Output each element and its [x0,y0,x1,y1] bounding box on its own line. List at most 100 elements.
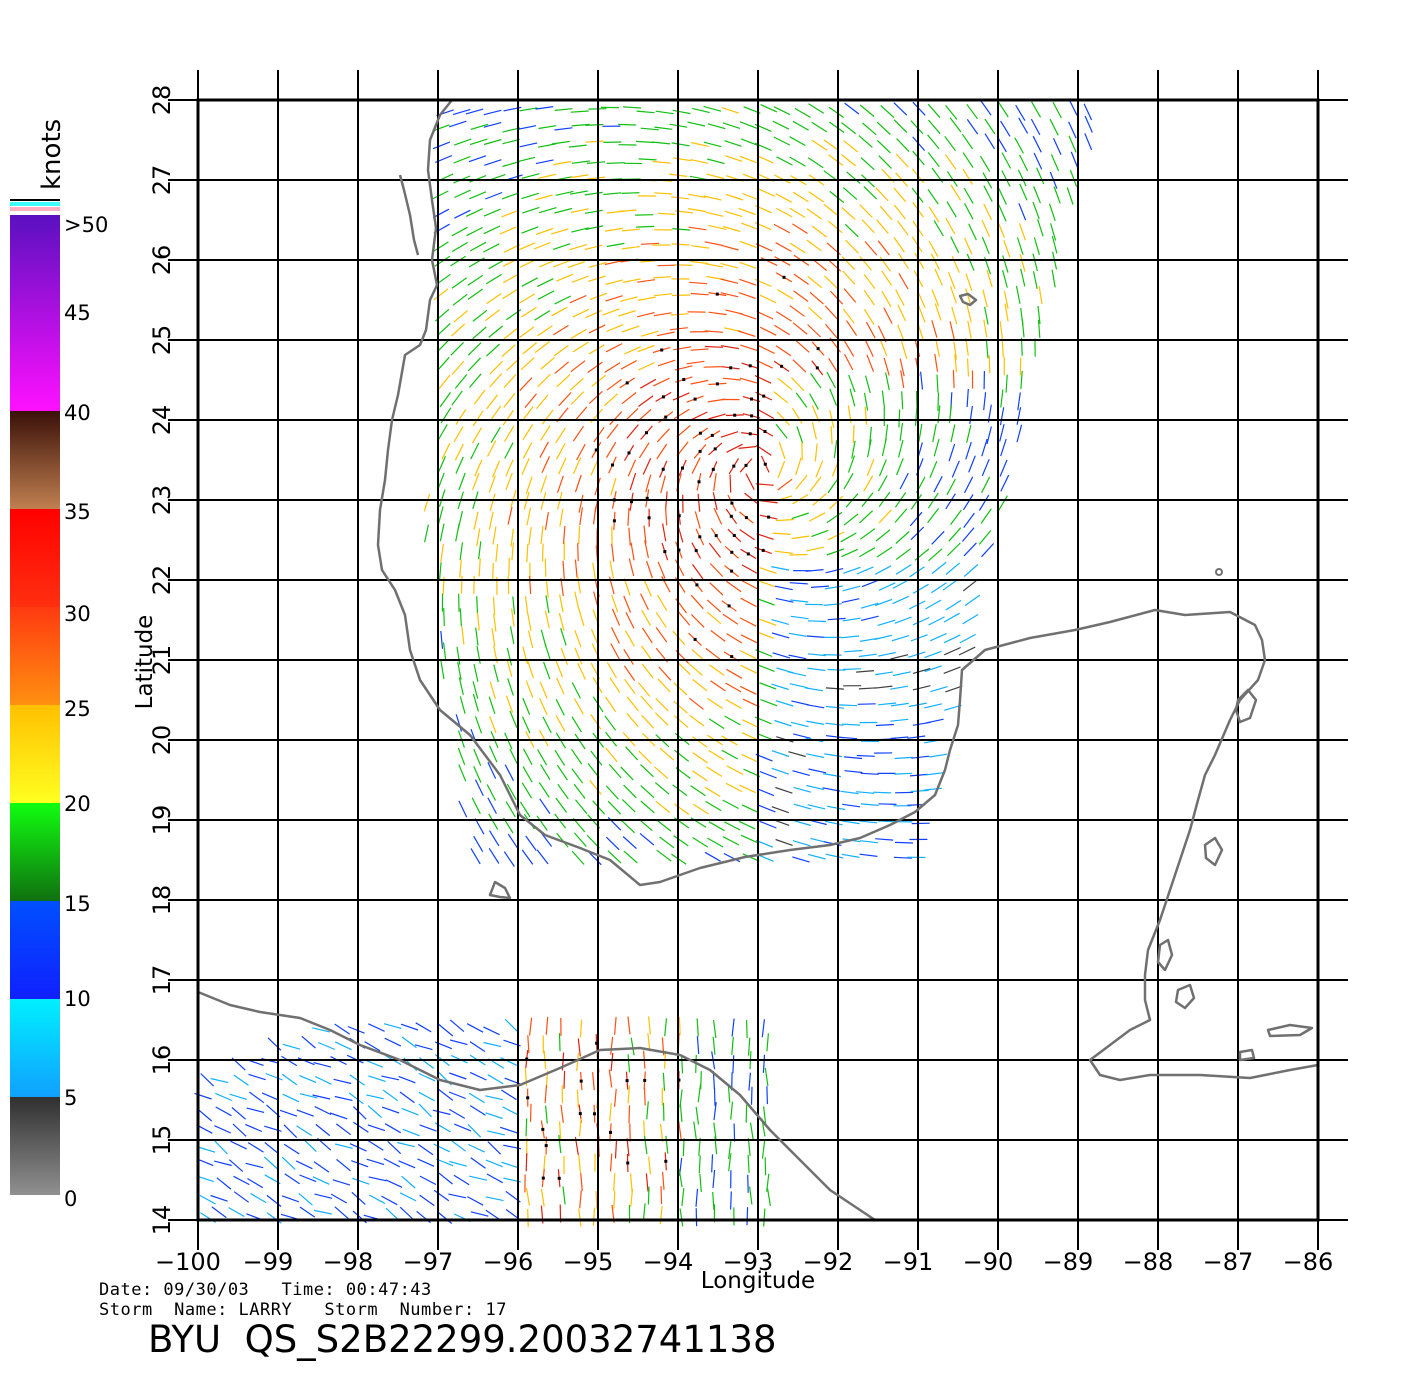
wind-vector [760,698,778,707]
wind-vector [558,392,572,407]
wind-vector [503,425,515,442]
wind-vector [505,472,513,491]
wind-vector [438,489,446,507]
wind-vector [609,677,621,693]
wind-vector [692,752,708,764]
wind-vector [673,408,690,420]
wind-vector [830,426,833,445]
wind-vector [738,820,756,830]
wind-vector [621,798,636,813]
wind-vector [623,595,632,613]
wind-vector [946,171,958,187]
wind-vector [624,407,639,422]
wind-vector [483,109,502,116]
wind-vector [470,1211,489,1217]
wind-vector [282,1043,301,1050]
wind-vector [233,1175,250,1186]
wind-vector [641,627,653,644]
wind-vector [347,1025,365,1034]
wind-vector [688,697,704,710]
wind-vector [878,803,897,805]
wind-vector [643,579,652,597]
wind-vector [506,783,517,800]
wind-vector [455,523,460,542]
wind-vector [312,1027,330,1033]
wind-vector [451,226,468,237]
lon-tick-label: −87 [1203,1248,1254,1276]
wind-vector [470,848,481,865]
wind-vector [555,699,565,716]
wind-vector [529,1017,533,1036]
colorbar [10,199,60,1195]
wind-vector [526,544,529,563]
wind-vector [747,1174,749,1193]
wind-vector [627,1085,631,1104]
wind-vector [503,851,515,867]
wind-vector [1068,98,1078,116]
wind-vector [792,322,808,335]
wind-vector [489,745,498,763]
wind-vector [789,156,806,167]
wind-vector [964,594,981,607]
wind-vector [640,242,660,245]
wind-vector [540,356,555,370]
wind-vector [656,594,668,611]
wind-vector [896,458,904,476]
wind-vector [453,310,469,323]
wind-vector [793,819,811,827]
wind-vector [299,1174,317,1183]
wind-vector [541,543,544,562]
wind-vector [559,1121,562,1140]
wind-vector [487,1141,502,1155]
wind-vector [792,840,811,847]
wind-vector [949,286,957,304]
wind-vector [673,803,690,815]
wind-vector [527,630,534,649]
wind-vector [981,236,990,255]
wind-vector [461,626,465,645]
wind-vector [654,712,669,726]
wind-vector [844,649,863,653]
wind-vector [741,804,759,813]
wind-vector [762,1054,766,1073]
wind-vector [487,1130,505,1136]
wind-vector [555,797,568,813]
wind-vector [334,1143,353,1149]
wind-vector [789,553,808,556]
wind-vector [299,1206,316,1218]
wind-vector [997,101,1009,118]
wind-vector [842,723,861,726]
wind-vector [624,346,641,355]
wind-vector [478,541,482,560]
wind-vector [588,344,605,355]
wind-vector [806,208,822,220]
wind-vector [894,616,912,624]
wind-vector [943,646,961,656]
wind-vector [606,242,625,248]
rain-flag [715,292,719,296]
wind-vector [698,1155,701,1174]
wind-vector [544,610,550,629]
wind-vector [874,565,892,575]
wind-vector [563,1070,566,1089]
wind-vector [1017,392,1021,411]
wind-vector [469,1105,486,1116]
rain-flag [541,1176,545,1180]
wind-vector [626,1138,630,1157]
wind-vector [383,1157,400,1168]
wind-vector [452,108,471,116]
wind-vector [879,205,893,221]
wind-vector [841,820,860,825]
wind-vector [638,158,657,161]
wind-vector [1003,240,1011,258]
wind-vector [282,1093,300,1103]
wind-vector [524,393,537,408]
wind-vector [937,392,940,411]
wind-vector [732,1055,735,1074]
wind-vector [945,493,956,510]
wind-vector [626,696,639,712]
wind-vector [1031,101,1042,118]
wind-vector [927,134,940,150]
wind-vector [731,1018,735,1037]
wind-vector [623,106,642,109]
